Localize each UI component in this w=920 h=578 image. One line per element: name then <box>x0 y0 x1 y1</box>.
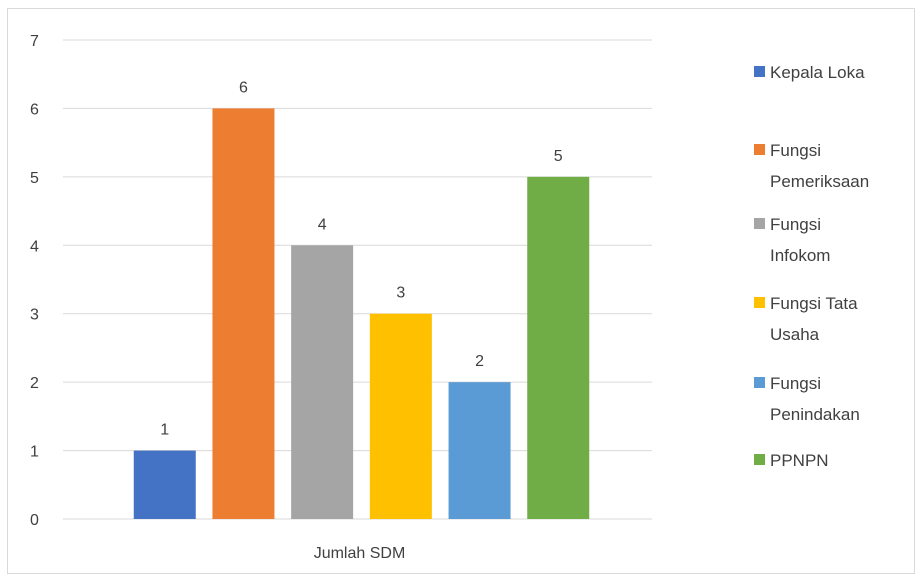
chart-frame: 0 1 2 3 4 5 6 7 1 6 4 3 2 5 Jumlah SDM Kepala Loka Fu… <box>7 8 915 574</box>
legend-label-fungsi-pemeriksaan: Pemeriksaan <box>770 172 869 191</box>
y-tick-label: 5 <box>30 170 39 187</box>
legend-label-fungsi-penindakan: Fungsi <box>770 374 821 393</box>
data-labels: 1 6 4 3 2 5 <box>160 79 563 438</box>
legend-item-fungsi-pemeriksaan: Fungsi Pemeriksaan <box>754 141 869 191</box>
legend-label-fungsi-penindakan: Penindakan <box>770 405 860 424</box>
legend-label-fungsi-tata-usaha: Usaha <box>770 325 820 344</box>
legend-swatch-ppnpn <box>754 454 765 465</box>
y-tick-label: 6 <box>30 101 39 118</box>
bar-fungsi-pemeriksaan <box>212 108 275 519</box>
y-tick-label: 1 <box>30 444 39 461</box>
bar-fungsi-tata-usaha <box>369 313 432 519</box>
legend-swatch-fungsi-infokom <box>754 218 765 229</box>
y-tick-label: 4 <box>30 238 39 255</box>
bar-chart: 0 1 2 3 4 5 6 7 1 6 4 3 2 5 Jumlah SDM Kepala Loka Fu… <box>30 33 869 562</box>
legend-label-fungsi-infokom: Infokom <box>770 246 830 265</box>
data-label-fungsi-penindakan: 2 <box>475 353 484 370</box>
legend-item-fungsi-tata-usaha: Fungsi Tata Usaha <box>754 294 858 344</box>
y-tick-label: 7 <box>30 33 39 50</box>
legend-label-kepala-loka: Kepala Loka <box>770 63 865 82</box>
data-label-fungsi-infokom: 4 <box>318 216 327 233</box>
legend-swatch-fungsi-tata-usaha <box>754 297 765 308</box>
bar-fungsi-penindakan <box>448 382 511 519</box>
legend-item-fungsi-infokom: Fungsi Infokom <box>754 215 830 265</box>
bar-ppnpn <box>527 176 590 519</box>
x-category-label: Jumlah SDM <box>314 545 406 562</box>
legend: Kepala Loka Fungsi Pemeriksaan Fungsi Infoko… <box>754 63 869 470</box>
data-label-fungsi-pemeriksaan: 6 <box>239 79 248 96</box>
legend-swatch-fungsi-pemeriksaan <box>754 144 765 155</box>
legend-item-ppnpn: PPNPN <box>754 451 829 470</box>
data-label-kepala-loka: 1 <box>160 422 169 439</box>
legend-swatch-kepala-loka <box>754 66 765 77</box>
x-axis: Jumlah SDM <box>314 545 406 562</box>
bar-fungsi-infokom <box>291 245 354 520</box>
legend-swatch-fungsi-penindakan <box>754 377 765 388</box>
legend-label-fungsi-pemeriksaan: Fungsi <box>770 141 821 160</box>
legend-item-fungsi-penindakan: Fungsi Penindakan <box>754 374 860 424</box>
y-tick-label: 2 <box>30 375 39 392</box>
legend-label-fungsi-tata-usaha: Fungsi Tata <box>770 294 858 313</box>
legend-item-kepala-loka: Kepala Loka <box>754 63 865 82</box>
y-axis: 0 1 2 3 4 5 6 7 <box>30 33 39 529</box>
legend-label-ppnpn: PPNPN <box>770 451 829 470</box>
y-tick-label: 3 <box>30 307 39 324</box>
y-tick-label: 0 <box>30 512 39 529</box>
data-label-ppnpn: 5 <box>554 148 563 165</box>
bar-kepala-loka <box>133 450 196 519</box>
legend-label-fungsi-infokom: Fungsi <box>770 215 821 234</box>
bars <box>133 108 590 520</box>
data-label-fungsi-tata-usaha: 3 <box>396 285 405 302</box>
